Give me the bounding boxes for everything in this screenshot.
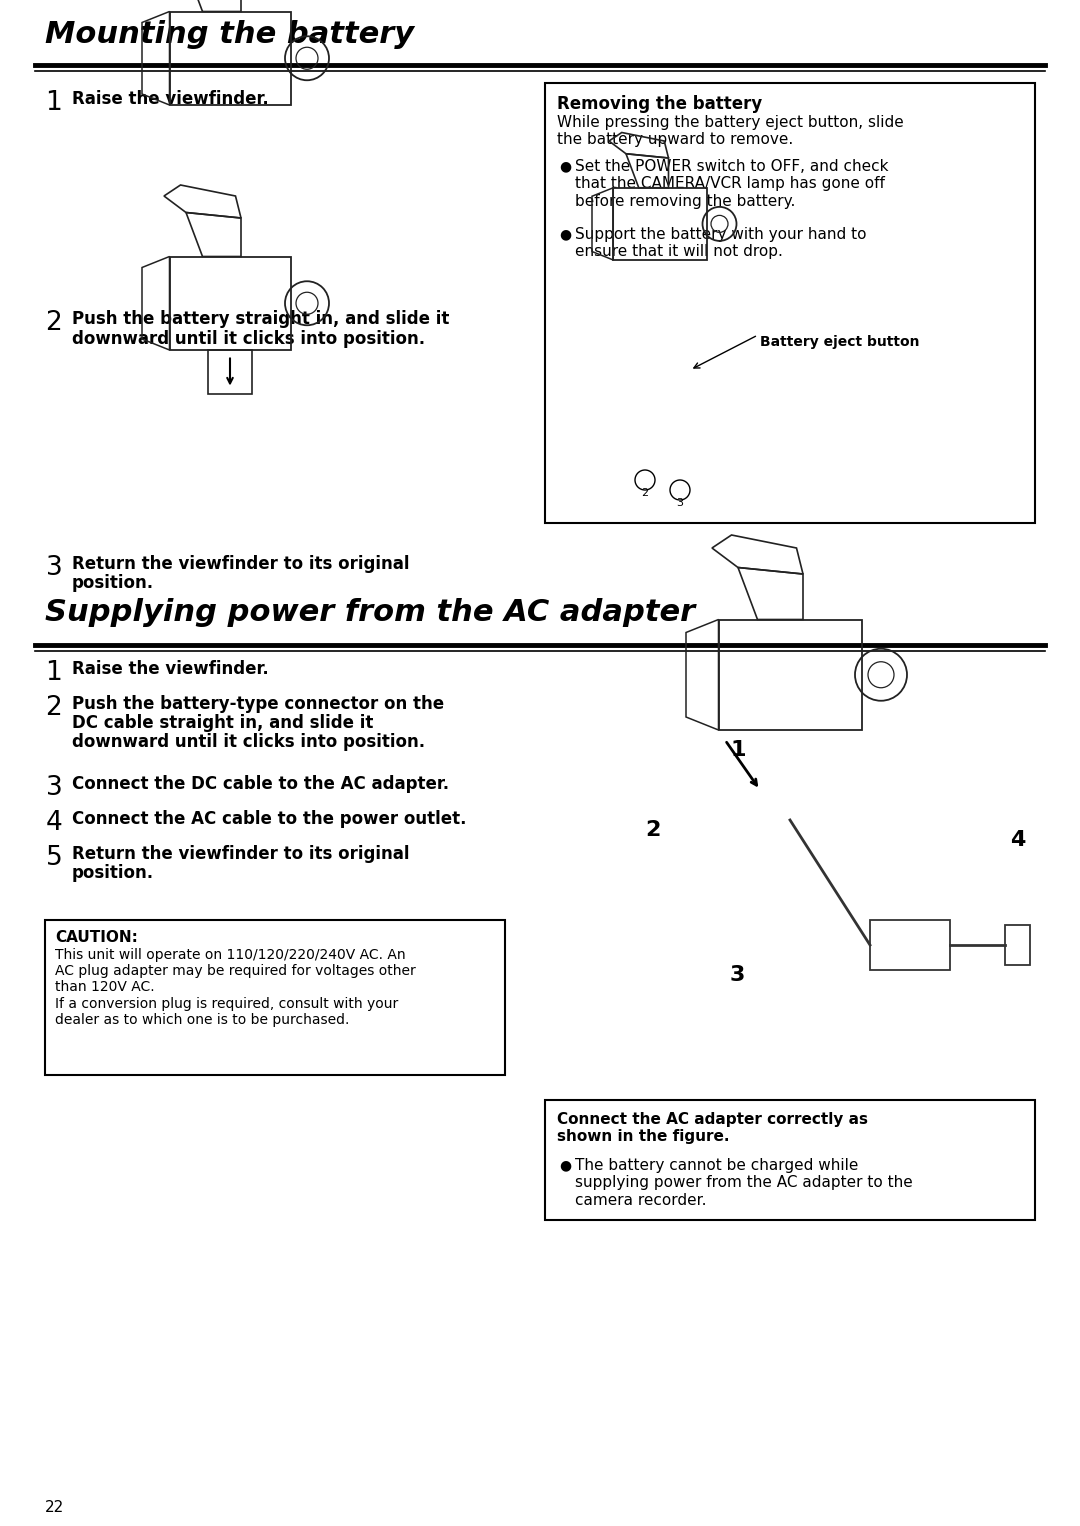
Text: downward until it clicks into position.: downward until it clicks into position.	[72, 732, 426, 751]
Bar	[545, 82, 1035, 523]
Text: Set the POWER switch to OFF, and check
that the CAMERA/VCR lamp has gone off
bef: Set the POWER switch to OFF, and check t…	[575, 159, 889, 209]
Text: While pressing the battery eject button, slide
the battery upward to remove.: While pressing the battery eject button,…	[557, 114, 904, 148]
Text: Supplying power from the AC adapter: Supplying power from the AC adapter	[45, 598, 696, 627]
Text: $\mathit{2}$: $\mathit{2}$	[45, 310, 62, 336]
Text: Connect the DC cable to the AC adapter.: Connect the DC cable to the AC adapter.	[72, 775, 449, 794]
Text: 1: 1	[730, 740, 745, 760]
Bar	[45, 920, 505, 1074]
Text: 3: 3	[730, 964, 745, 984]
Text: Mounting the battery: Mounting the battery	[45, 20, 414, 49]
Text: $\mathit{5}$: $\mathit{5}$	[45, 845, 62, 871]
Text: 22: 22	[45, 1500, 64, 1515]
Bar	[870, 920, 950, 971]
Text: Connect the AC cable to the power outlet.: Connect the AC cable to the power outlet…	[72, 810, 467, 829]
Text: Removing the battery: Removing the battery	[557, 95, 762, 113]
Text: Raise the viewfinder.: Raise the viewfinder.	[72, 661, 269, 678]
Text: Support the battery with your hand to
ensure that it will not drop.: Support the battery with your hand to en…	[575, 227, 866, 259]
Text: The battery cannot be charged while
supplying power from the AC adapter to the
c: The battery cannot be charged while supp…	[575, 1158, 913, 1207]
Text: 4: 4	[1010, 830, 1025, 850]
Text: Connect the AC adapter correctly as
shown in the figure.: Connect the AC adapter correctly as show…	[557, 1112, 868, 1144]
Text: Return the viewfinder to its original: Return the viewfinder to its original	[72, 845, 409, 864]
Text: downward until it clicks into position.: downward until it clicks into position.	[72, 330, 426, 348]
Text: $\mathit{1}$: $\mathit{1}$	[45, 661, 62, 687]
Bar	[1005, 925, 1030, 964]
Text: $\mathit{4}$: $\mathit{4}$	[45, 810, 63, 836]
Text: 2: 2	[645, 819, 660, 839]
Text: position.: position.	[72, 864, 154, 882]
Text: CAUTION:: CAUTION:	[55, 929, 138, 945]
Text: $\mathit{2}$: $\mathit{2}$	[45, 694, 62, 720]
Text: ●: ●	[559, 1158, 571, 1172]
Text: Battery eject button: Battery eject button	[760, 336, 919, 349]
Text: This unit will operate on 110/120/220/240V AC. An
AC plug adapter may be require: This unit will operate on 110/120/220/24…	[55, 948, 416, 1027]
Text: Raise the viewfinder.: Raise the viewfinder.	[72, 90, 269, 108]
Text: $\mathit{3}$: $\mathit{3}$	[45, 555, 62, 581]
Text: Return the viewfinder to its original: Return the viewfinder to its original	[72, 555, 409, 572]
Text: $\mathit{1}$: $\mathit{1}$	[45, 90, 62, 116]
Text: Push the battery straight in, and slide it: Push the battery straight in, and slide …	[72, 310, 449, 328]
Text: DC cable straight in, and slide it: DC cable straight in, and slide it	[72, 714, 374, 732]
Text: 2: 2	[642, 488, 649, 497]
Text: 3: 3	[676, 497, 684, 508]
Text: ●: ●	[559, 227, 571, 241]
Text: $\mathit{3}$: $\mathit{3}$	[45, 775, 62, 801]
Text: position.: position.	[72, 574, 154, 592]
Text: ●: ●	[559, 159, 571, 172]
Bar	[545, 1100, 1035, 1219]
Text: Push the battery-type connector on the: Push the battery-type connector on the	[72, 694, 444, 713]
